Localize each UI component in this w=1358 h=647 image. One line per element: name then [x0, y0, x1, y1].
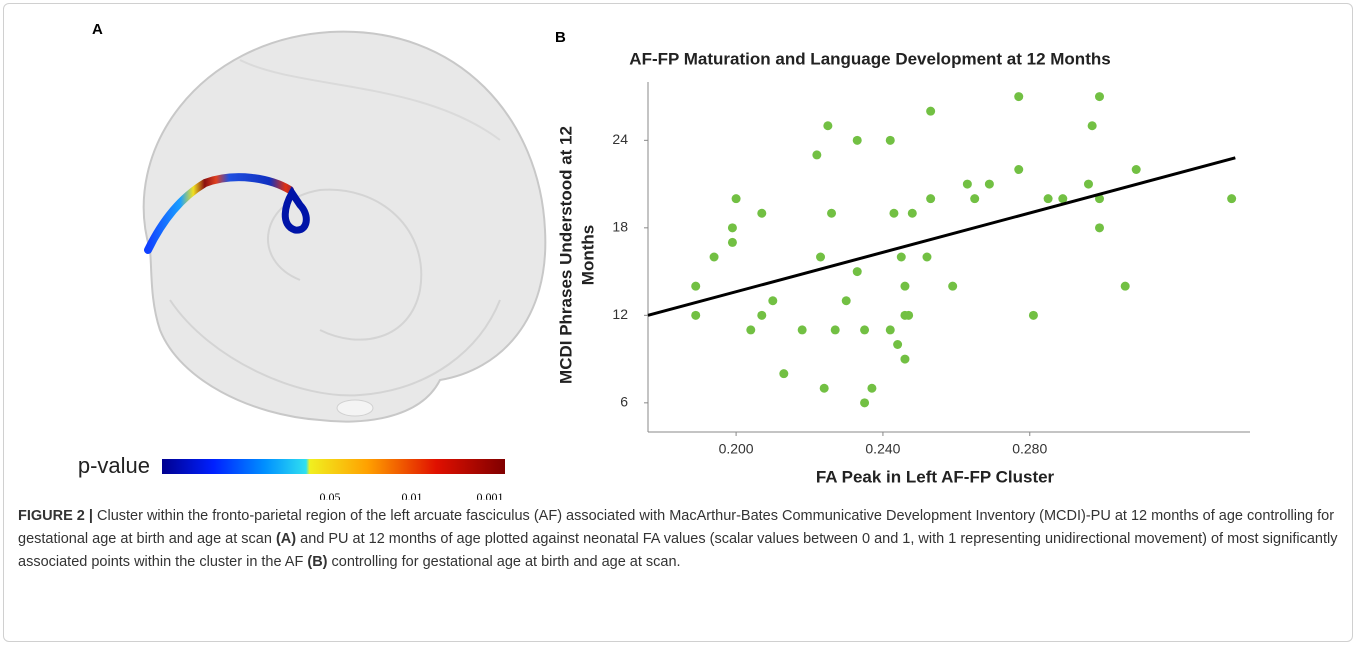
scatter-point — [757, 310, 767, 320]
scatter-point — [907, 208, 917, 218]
scatter-point — [896, 252, 906, 262]
scatter-point — [926, 194, 936, 204]
scatter-point — [852, 135, 862, 145]
colorbar-label: 0.001 — [477, 490, 504, 500]
colorbar-title: p-value — [78, 453, 150, 478]
scatter-point — [1014, 92, 1024, 102]
scatter-point — [885, 135, 895, 145]
colorbar-label: 0.05 — [320, 490, 341, 500]
scatter-point — [948, 281, 958, 291]
scatter-point — [867, 383, 877, 393]
scatter-point — [1043, 194, 1053, 204]
chart-title: AF-FP Maturation and Language Developmen… — [629, 49, 1110, 68]
trend-line — [647, 156, 1236, 317]
scatter-point — [768, 296, 778, 306]
scatter-point — [1120, 281, 1130, 291]
scatter-point — [709, 252, 719, 262]
y-tick-label: 18 — [612, 219, 628, 235]
scatter-point — [900, 281, 910, 291]
scatter-point — [1058, 194, 1068, 204]
scatter-point — [889, 208, 899, 218]
caption: FIGURE 2 | Cluster within the fronto-par… — [18, 505, 1338, 574]
scatter-point — [1095, 194, 1104, 204]
x-tick-label: 0.280 — [1012, 441, 1047, 457]
scatter-point — [922, 252, 932, 262]
scatter-point — [893, 340, 903, 349]
y-axis-label: MCDI Phrases Understood at 12 — [556, 126, 575, 384]
scatter-point — [1095, 92, 1104, 102]
scatter-point — [757, 208, 767, 218]
scatter-point — [1131, 165, 1141, 174]
scatter-point — [830, 325, 840, 335]
scatter-point — [779, 369, 789, 379]
y-tick-label: 24 — [612, 131, 628, 147]
scatter-point — [926, 106, 936, 116]
caption-text: controlling for gestational age at birth… — [327, 554, 681, 570]
scatter-point — [731, 194, 741, 204]
scatter-point — [962, 179, 972, 189]
scatter-point — [727, 237, 737, 247]
scatter-point — [1227, 194, 1237, 204]
figure-frame — [3, 3, 1353, 642]
scatter-point — [727, 223, 737, 233]
y-tick-label: 12 — [612, 306, 628, 322]
scatter-point — [885, 325, 895, 335]
colorbar — [162, 459, 505, 474]
scatter-point — [746, 325, 756, 335]
panel-label: A — [92, 21, 103, 38]
scatter-point — [970, 194, 980, 204]
y-tick-label: 6 — [620, 394, 628, 410]
scatter-point — [860, 325, 870, 335]
colorbar-label: 0.01 — [402, 490, 423, 500]
x-tick-label: 0.240 — [865, 441, 900, 457]
scatter-point — [860, 398, 870, 408]
panel-label: B — [555, 29, 566, 46]
caption-text: and PU at 12 months of age plotted again… — [18, 531, 1338, 570]
scatter-point — [900, 354, 910, 364]
scatter-point — [1083, 179, 1093, 189]
scatter-point — [1028, 310, 1038, 320]
scatter-point — [691, 310, 701, 320]
figure: A p-value 0.05 0.01 0.001 B AF-FP Matura… — [78, 21, 1250, 500]
scatter-point — [1095, 223, 1104, 233]
scatter-point — [812, 150, 822, 160]
caption-label: FIGURE 2 | — [18, 508, 93, 524]
scatter-point — [816, 252, 826, 262]
caption-text: Cluster within the fronto-parietal regio… — [18, 508, 1335, 547]
brain-render — [142, 30, 547, 474]
scatter-point — [984, 179, 994, 189]
y-axis-label: Months — [578, 225, 597, 285]
scatter-point — [904, 310, 914, 320]
x-axis-label: FA Peak in Left AF-FP Cluster — [816, 467, 1055, 486]
scatter-point — [827, 208, 837, 218]
scatter-point — [823, 121, 833, 131]
caption-ref: (A) — [275, 531, 297, 547]
scatter-point — [852, 267, 862, 277]
scatter-point — [691, 281, 701, 291]
scatter-point — [1087, 121, 1097, 131]
caption-ref: (B) — [307, 554, 328, 570]
x-tick-label: 0.200 — [719, 441, 754, 457]
scatter-point — [841, 296, 851, 306]
scatter-point — [1014, 165, 1024, 174]
scatter-point — [819, 383, 829, 393]
scatter-point — [797, 325, 807, 335]
